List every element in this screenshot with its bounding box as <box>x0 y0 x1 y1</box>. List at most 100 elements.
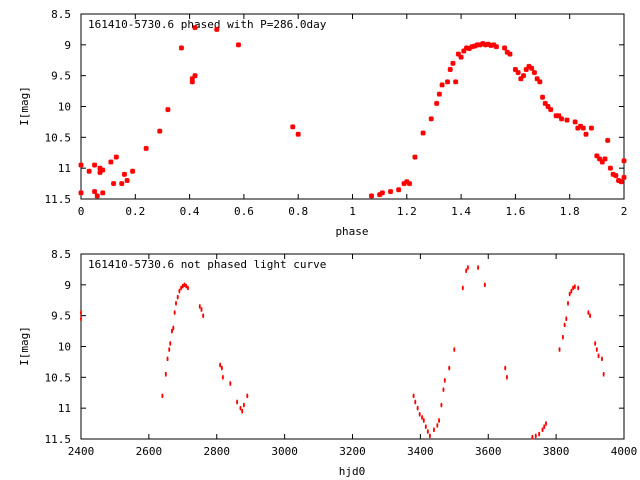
data-point <box>172 325 175 331</box>
data-point <box>113 154 119 160</box>
data-point <box>422 418 425 423</box>
data-point <box>453 79 459 85</box>
data-point <box>583 131 589 137</box>
x-axis-label: hjd0 <box>339 465 366 478</box>
data-point <box>202 313 205 318</box>
data-point <box>100 190 106 196</box>
data-point <box>434 100 440 106</box>
data-point <box>600 356 603 362</box>
data-point <box>406 181 413 187</box>
data-point <box>469 44 475 50</box>
data-point <box>602 156 608 162</box>
data-point <box>573 284 576 289</box>
data-point <box>440 402 443 408</box>
data-point <box>192 25 198 31</box>
data-point <box>444 79 451 85</box>
y-tick-label: 11.5 <box>45 433 72 446</box>
data-point <box>461 285 464 291</box>
data-point <box>92 162 98 168</box>
data-point <box>564 117 570 123</box>
data-point <box>602 372 605 377</box>
data-point <box>229 381 232 386</box>
data-point <box>531 434 534 440</box>
data-point <box>200 307 203 312</box>
y-tick-label: 9 <box>64 39 71 52</box>
data-point <box>461 48 467 54</box>
data-point <box>241 409 244 414</box>
data-point <box>404 179 410 185</box>
x-tick-label: 3000 <box>271 445 298 458</box>
data-point <box>544 421 547 426</box>
data-point <box>526 63 532 69</box>
data-point <box>192 73 198 79</box>
data-point <box>432 427 435 432</box>
data-point <box>618 179 624 185</box>
data-point <box>595 347 598 352</box>
data-point <box>607 165 613 171</box>
data-point <box>436 91 442 97</box>
data-point <box>78 190 84 196</box>
data-point <box>447 66 453 73</box>
data-point <box>416 405 419 411</box>
data-point <box>483 282 486 288</box>
data-point <box>485 41 491 47</box>
data-point <box>538 431 541 437</box>
axis-ticks: 0 0.2 0.4 0.6 0.8 1 1.2 1.4 1.6 1.8 2 8.5 9 9.5 10 10.5… <box>45 8 628 218</box>
data-point <box>443 378 446 383</box>
data-point <box>575 125 581 131</box>
y-tick-label: 9.5 <box>51 310 71 323</box>
data-point <box>220 365 223 371</box>
data-point <box>414 399 417 405</box>
data-point <box>178 288 181 294</box>
data-point <box>577 285 580 291</box>
x-tick-label: 0.6 <box>234 205 254 218</box>
data-point <box>239 405 242 411</box>
x-axis-label: phase <box>335 225 368 238</box>
data-point <box>594 153 600 159</box>
x-tick-label: 1.6 <box>505 205 525 218</box>
y-tick-label: 11 <box>58 402 71 415</box>
data-point <box>543 424 546 429</box>
data-point <box>181 283 184 289</box>
y-tick-label: 11.5 <box>45 193 72 206</box>
data-point <box>418 412 421 417</box>
y-tick-label: 8.5 <box>51 248 71 261</box>
data-point <box>92 189 98 195</box>
data-point <box>556 113 562 119</box>
data-point <box>412 393 415 399</box>
data-point <box>161 393 164 399</box>
data-point <box>616 177 622 184</box>
data-point <box>472 43 478 49</box>
data-point <box>588 125 594 131</box>
data-point <box>531 70 537 76</box>
data-point <box>108 159 114 165</box>
data-point <box>178 45 185 51</box>
x-tick-label: 2400 <box>68 445 95 458</box>
data-point <box>424 424 427 429</box>
data-point <box>553 113 559 119</box>
x-tick-label: 1 <box>349 205 356 218</box>
y-tick-label: 10 <box>58 341 71 354</box>
unphased-light-curve-panel: 161410-5730.6 not phased light curve hjd… <box>18 248 637 478</box>
data-point <box>529 65 535 71</box>
data-point <box>377 192 383 198</box>
data-point <box>428 433 431 439</box>
chart-title: 161410-5730.6 not phased light curve <box>88 258 326 271</box>
data-point <box>570 288 573 294</box>
data-point <box>504 49 510 55</box>
x-tick-label: 0 <box>78 205 85 218</box>
data-point <box>165 107 171 113</box>
data-point <box>482 42 489 48</box>
data-point <box>565 316 568 321</box>
data-point <box>387 189 394 195</box>
data-point <box>175 301 178 306</box>
data-point <box>176 294 179 300</box>
data-point <box>80 310 82 315</box>
data-point <box>507 51 513 57</box>
x-tick-label: 3200 <box>339 445 366 458</box>
data-point <box>396 187 402 193</box>
data-point <box>605 137 611 143</box>
data-point <box>420 130 426 136</box>
axis-ticks: 2400 2600 2800 3000 3200 3400 3600 3800 4000 8.5 9… <box>45 248 638 458</box>
data-point <box>518 76 524 82</box>
